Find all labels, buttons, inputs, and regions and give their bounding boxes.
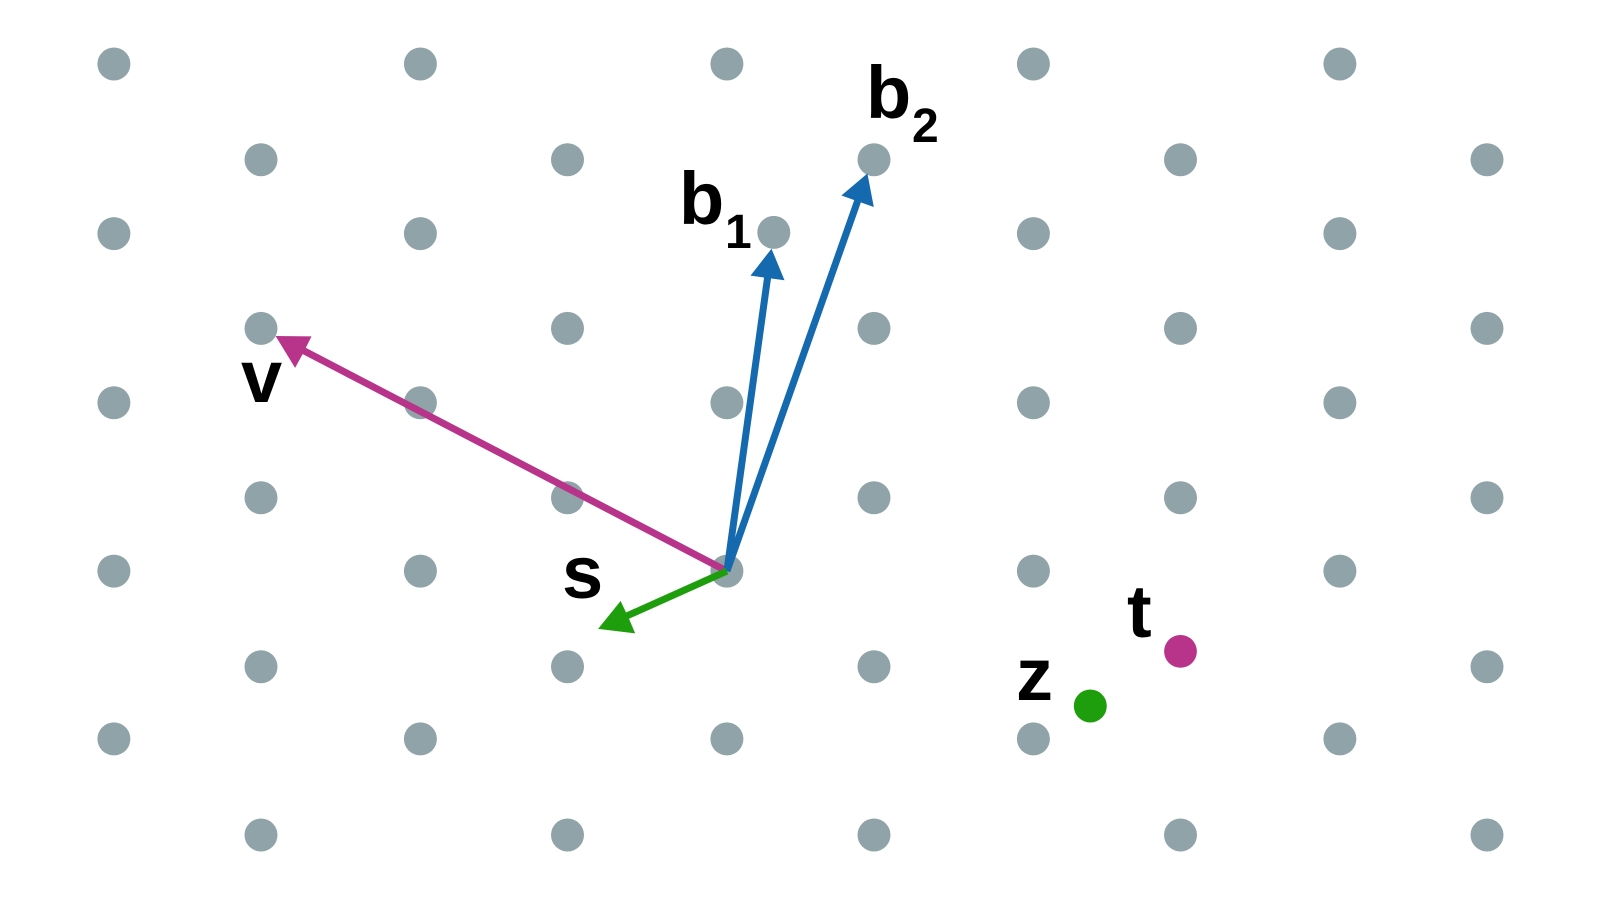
- svg-text:1: 1: [725, 206, 752, 259]
- svg-text:v: v: [241, 335, 282, 418]
- svg-text:b: b: [679, 157, 724, 240]
- svg-text:z: z: [1016, 633, 1053, 716]
- svg-text:2: 2: [912, 100, 939, 153]
- svg-text:b: b: [866, 51, 911, 134]
- svg-text:t: t: [1127, 570, 1152, 653]
- svg-text:s: s: [562, 531, 603, 614]
